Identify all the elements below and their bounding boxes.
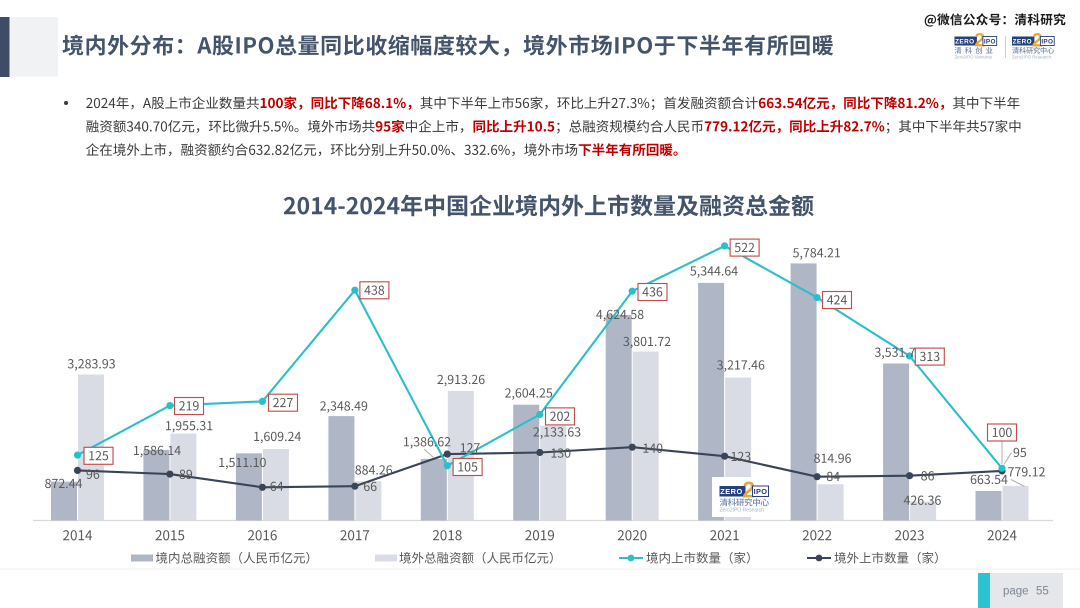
svg-text:ZERO: ZERO: [1013, 39, 1032, 46]
svg-text:IPO: IPO: [984, 39, 996, 46]
svg-text:Zero2IPO Research: Zero2IPO Research: [720, 508, 765, 514]
svg-text:55: 55: [1036, 586, 1049, 598]
svg-text:IPO: IPO: [1041, 39, 1053, 46]
svg-text:ZERO: ZERO: [720, 487, 743, 496]
svg-text:Zero2IPO Ventures: Zero2IPO Ventures: [955, 55, 993, 60]
svg-text:Zero2IPO Research: Zero2IPO Research: [1012, 55, 1052, 60]
svg-text:page: page: [1003, 586, 1029, 598]
svg-text:2: 2: [1032, 29, 1043, 51]
svg-text:IPO: IPO: [754, 487, 768, 496]
svg-text:2: 2: [742, 477, 755, 503]
svg-text:2: 2: [974, 29, 985, 51]
svg-text:ZERO: ZERO: [955, 39, 974, 46]
